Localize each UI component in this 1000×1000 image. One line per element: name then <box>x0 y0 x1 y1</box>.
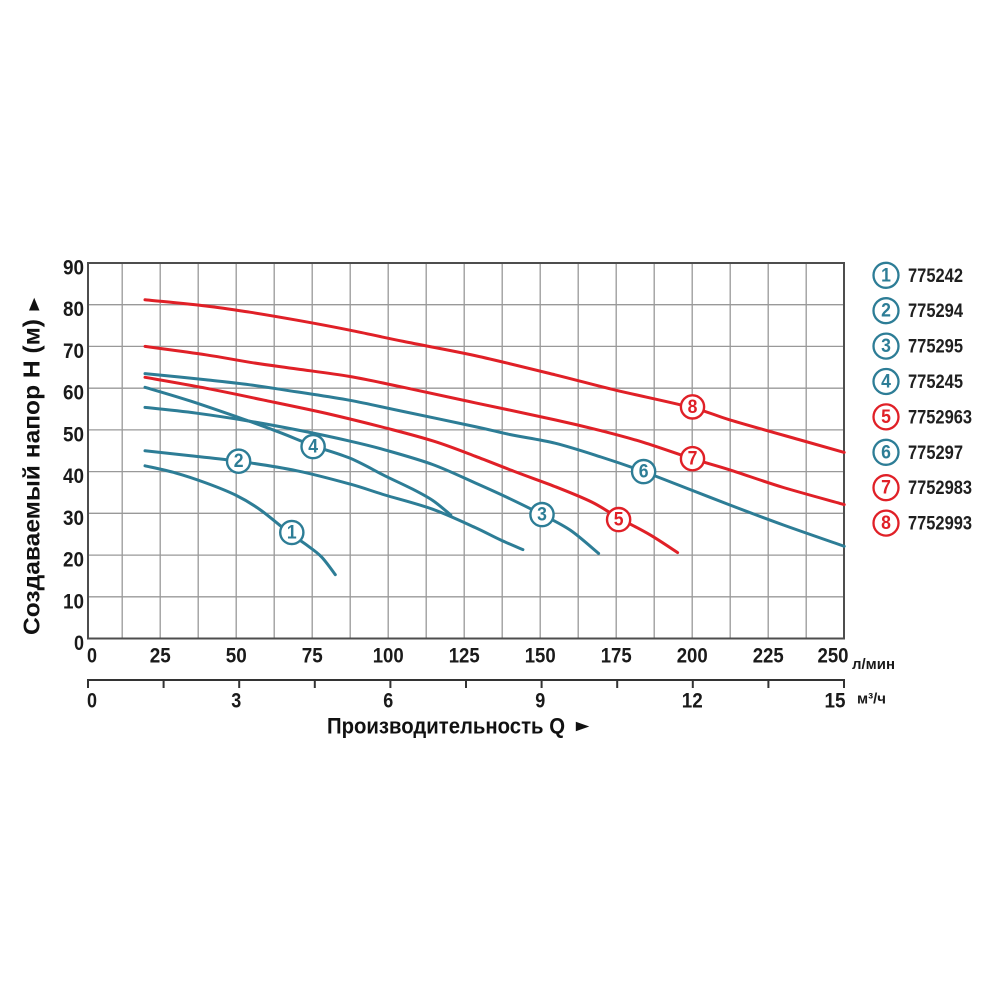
svg-text:5: 5 <box>614 510 624 531</box>
svg-text:4: 4 <box>308 437 318 458</box>
svg-text:7: 7 <box>881 478 891 499</box>
svg-text:150: 150 <box>525 645 556 668</box>
svg-text:60: 60 <box>63 382 84 405</box>
svg-text:90: 90 <box>63 257 84 280</box>
svg-text:15: 15 <box>825 690 846 713</box>
svg-text:Создаваемый напор H (м): Создаваемый напор H (м) <box>19 319 45 635</box>
svg-text:25: 25 <box>150 645 171 668</box>
svg-text:6: 6 <box>881 442 891 463</box>
svg-text:м³/ч: м³/ч <box>857 691 886 708</box>
svg-text:1: 1 <box>287 523 297 544</box>
svg-text:70: 70 <box>63 340 84 363</box>
svg-text:775294: 775294 <box>908 300 963 322</box>
svg-text:3: 3 <box>881 336 891 357</box>
svg-text:200: 200 <box>677 645 708 668</box>
svg-text:8: 8 <box>688 397 698 418</box>
svg-text:л/мин: л/мин <box>852 656 895 673</box>
svg-text:75: 75 <box>302 645 323 668</box>
svg-text:50: 50 <box>63 423 84 446</box>
svg-text:775295: 775295 <box>908 336 963 358</box>
svg-text:10: 10 <box>63 590 84 613</box>
svg-text:50: 50 <box>226 645 247 668</box>
svg-text:8: 8 <box>881 513 891 534</box>
svg-text:775297: 775297 <box>908 442 963 464</box>
svg-text:775242: 775242 <box>908 265 963 287</box>
svg-text:80: 80 <box>63 298 84 321</box>
svg-text:5: 5 <box>881 407 891 428</box>
svg-text:0: 0 <box>87 690 97 713</box>
svg-text:0: 0 <box>74 632 84 655</box>
svg-text:7: 7 <box>688 449 698 470</box>
svg-text:6: 6 <box>639 462 649 483</box>
svg-text:775245: 775245 <box>908 371 963 393</box>
svg-text:3: 3 <box>537 505 547 526</box>
svg-text:125: 125 <box>449 645 480 668</box>
svg-text:7752993: 7752993 <box>908 513 972 535</box>
svg-text:Производительность Q: Производительность Q <box>327 714 565 739</box>
svg-text:100: 100 <box>373 645 404 668</box>
svg-text:2: 2 <box>881 301 891 322</box>
svg-text:0: 0 <box>87 645 97 668</box>
svg-text:175: 175 <box>601 645 632 668</box>
svg-text:30: 30 <box>63 507 84 530</box>
svg-text:2: 2 <box>234 451 244 472</box>
svg-text:250: 250 <box>818 645 849 668</box>
svg-text:7752963: 7752963 <box>908 406 972 428</box>
svg-text:9: 9 <box>535 690 545 713</box>
svg-text:4: 4 <box>881 372 891 393</box>
svg-text:3: 3 <box>231 690 241 713</box>
svg-text:12: 12 <box>682 690 703 713</box>
svg-text:7752983: 7752983 <box>908 477 972 499</box>
svg-text:1: 1 <box>881 265 891 286</box>
svg-text:6: 6 <box>383 690 393 713</box>
svg-text:225: 225 <box>753 645 784 668</box>
svg-text:40: 40 <box>63 465 84 488</box>
svg-text:20: 20 <box>63 549 84 572</box>
